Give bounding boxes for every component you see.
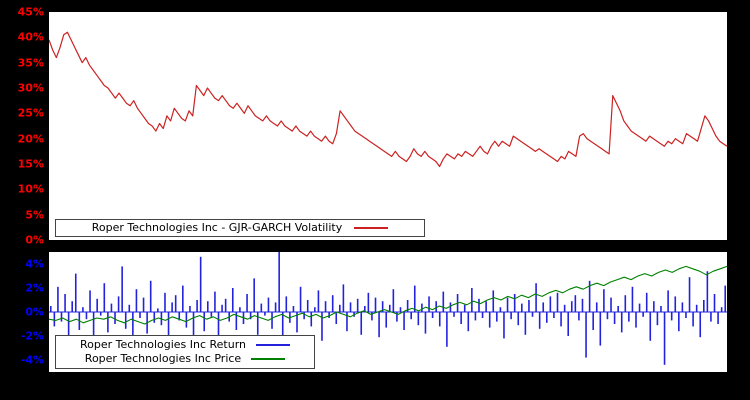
return-price-chart: [49, 252, 727, 365]
y-tick-label: 5%: [25, 208, 44, 222]
volatility-panel: Roper Technologies Inc - GJR-GARCH Volat…: [49, 12, 727, 240]
price-legend-row: Roper Technologies Inc Price: [56, 351, 314, 365]
return-legend-label: Roper Technologies Inc Return: [79, 337, 247, 351]
y-tick-label: 0%: [25, 305, 44, 319]
volatility-legend: Roper Technologies Inc - GJR-GARCH Volat…: [55, 219, 425, 237]
y-tick-label: 10%: [17, 182, 44, 196]
y-tick-label: 30%: [17, 81, 44, 95]
y-tick-label: 45%: [17, 5, 44, 19]
y-tick-label: 35%: [17, 56, 44, 70]
y-tick-label: 15%: [17, 157, 44, 171]
y-tick-label: 2%: [25, 281, 44, 295]
volatility-legend-label: Roper Technologies Inc - GJR-GARCH Volat…: [91, 220, 343, 234]
y-tick-label: -2%: [20, 329, 44, 343]
y-tick-label: 4%: [25, 257, 44, 271]
volatility-legend-line-sample: [354, 227, 389, 229]
return-legend-row: Roper Technologies Inc Return: [56, 337, 314, 351]
volatility-chart: [49, 31, 727, 168]
price-legend-line-sample: [251, 357, 286, 360]
y-tick-label: -4%: [20, 353, 44, 367]
return-price-legend: Roper Technologies Inc Return Roper Tech…: [55, 334, 315, 369]
return-price-panel: Roper Technologies Inc Return Roper Tech…: [49, 252, 727, 372]
return-legend-line-sample: [256, 343, 291, 346]
price-legend-label: Roper Technologies Inc Price: [84, 351, 242, 365]
y-tick-label: 0%: [25, 233, 44, 247]
y-tick-label: 40%: [17, 30, 44, 44]
y-tick-label: 25%: [17, 106, 44, 120]
y-tick-label: 20%: [17, 132, 44, 146]
